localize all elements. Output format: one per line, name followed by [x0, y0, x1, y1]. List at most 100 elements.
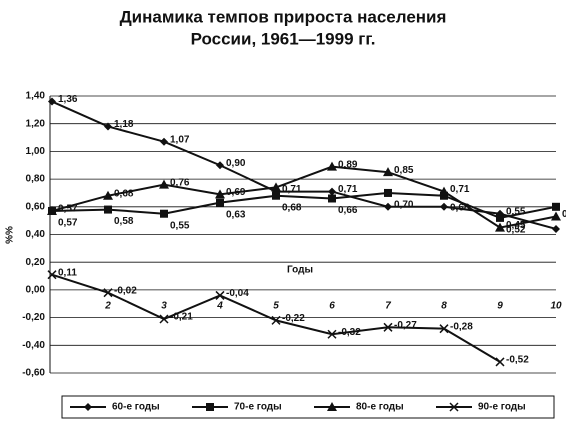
data-label: 0,68: [282, 202, 302, 213]
x-axis-label: Годы: [287, 265, 313, 276]
x-tick-label: 3: [161, 301, 167, 312]
legend-marker: [206, 403, 214, 411]
data-point: [160, 137, 168, 146]
data-point: [160, 209, 168, 218]
data-point: [327, 161, 337, 171]
data-label: 0,68: [450, 202, 470, 213]
data-label: 0,89: [338, 159, 358, 170]
data-label: 0,52: [506, 225, 526, 236]
data-label: 0,55: [170, 220, 190, 231]
data-point: [552, 224, 560, 233]
data-point: [496, 213, 504, 222]
data-point: [215, 290, 225, 300]
data-label: 1,36: [58, 94, 78, 105]
x-tick-label: 5: [273, 301, 279, 312]
data-label: 0,70: [394, 200, 414, 211]
data-point: [383, 167, 393, 177]
data-point: [439, 186, 449, 196]
legend-label: 70-е годы: [234, 402, 282, 413]
legend-marker: [84, 403, 92, 411]
y-tick-label: 0,80: [26, 174, 46, 185]
x-tick-label: 4: [216, 301, 223, 312]
y-axis-label: %%: [5, 226, 16, 244]
data-point: [552, 202, 560, 211]
data-label: 0,53: [562, 209, 566, 220]
data-point: [47, 270, 57, 280]
x-tick-label: 6: [329, 301, 335, 312]
data-label: 0,63: [226, 209, 246, 220]
data-label: 0,85: [394, 165, 414, 176]
data-point: [103, 190, 113, 200]
data-point: [383, 322, 393, 332]
data-point: [440, 202, 448, 211]
data-label: -0,28: [450, 321, 473, 332]
data-point: [495, 222, 505, 232]
data-point: [440, 191, 448, 200]
data-label: 0,71: [450, 184, 470, 195]
data-point: [271, 182, 281, 192]
data-label: 0,76: [170, 177, 190, 188]
data-label: -0,04: [226, 288, 249, 299]
data-point: [271, 315, 281, 325]
data-label: 0,71: [338, 184, 358, 195]
data-label: -0,52: [506, 355, 529, 366]
data-point: [104, 122, 112, 131]
data-label: 0,57: [58, 204, 78, 215]
data-label: 0,69: [226, 187, 246, 198]
data-label: 1,18: [114, 119, 134, 130]
data-label: -0,27: [394, 320, 417, 331]
y-tick-label: 0,60: [26, 201, 46, 212]
y-tick-label: -0,60: [22, 368, 45, 379]
data-point: [551, 211, 561, 221]
y-tick-label: 1,20: [26, 118, 46, 129]
data-point: [328, 187, 336, 196]
data-point: [48, 97, 56, 106]
legend-label: 90-е годы: [478, 402, 526, 413]
y-tick-label: 0,20: [26, 257, 46, 268]
x-tick-label: 8: [441, 301, 447, 312]
data-point: [104, 205, 112, 214]
legend-label: 60-е годы: [112, 402, 160, 413]
y-tick-label: -0,40: [22, 340, 45, 351]
data-point: [495, 357, 505, 367]
legend-box: [61, 395, 555, 419]
data-point: [103, 288, 113, 298]
data-label: 1,07: [170, 134, 190, 145]
series-line: [51, 165, 557, 229]
data-label: 0,11: [58, 267, 77, 278]
data-point: [216, 161, 224, 170]
data-label: -0,21: [170, 312, 193, 323]
data-point: [384, 202, 392, 211]
data-label: -0,02: [114, 285, 137, 296]
data-label: 0,68: [114, 188, 134, 199]
data-label: 0,55: [506, 206, 526, 217]
data-label: 0,71: [282, 184, 302, 195]
data-point: [216, 198, 224, 207]
data-point: [159, 179, 169, 189]
data-label: 0,90: [226, 158, 246, 169]
data-point: [47, 205, 57, 215]
y-tick-label: -0,20: [22, 312, 45, 323]
data-point: [215, 189, 225, 199]
data-label: 0,66: [338, 205, 358, 216]
legend-marker: [449, 402, 459, 412]
data-label: 0,57: [58, 218, 78, 229]
legend-label: 80-е годы: [356, 402, 404, 413]
x-tick-label: 7: [385, 301, 391, 312]
data-point: [439, 324, 449, 334]
data-point: [159, 314, 169, 324]
data-label: -0,32: [338, 327, 361, 338]
data-point: [272, 191, 280, 200]
series-line: [51, 191, 557, 219]
y-tick-label: 0,40: [26, 229, 46, 240]
data-label: -0,22: [282, 313, 305, 324]
data-label: 0,58: [114, 216, 134, 227]
x-tick-label: 10: [550, 301, 562, 312]
data-label: 0,45: [506, 220, 526, 231]
x-tick-label: 9: [497, 301, 503, 312]
data-point: [384, 188, 392, 197]
y-tick-label: 1,40: [26, 91, 46, 102]
chart-title: России, 1961—1999 гг.: [191, 29, 376, 48]
legend-marker: [327, 402, 337, 411]
